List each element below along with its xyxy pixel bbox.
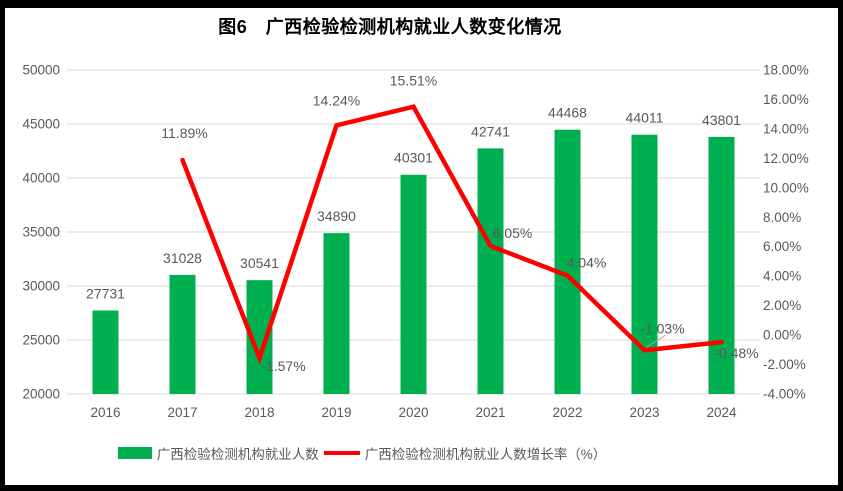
line-label-2018: -1.57% bbox=[261, 358, 305, 374]
right-axis-tick-10.00%: 10.00% bbox=[763, 180, 809, 195]
left-axis-tick-50000: 50000 bbox=[22, 63, 60, 78]
bar-label-2017: 31028 bbox=[163, 250, 202, 266]
right-axis-tick-12.00%: 12.00% bbox=[763, 151, 809, 166]
line-label-2022: 4.04% bbox=[567, 255, 607, 271]
legend-item-growth-rate: 广西检验检测机构就业人数增长率（%） bbox=[323, 443, 607, 463]
bar-2023 bbox=[631, 134, 658, 394]
x-axis-label-2021: 2021 bbox=[475, 405, 505, 420]
left-axis-tick-25000: 25000 bbox=[22, 333, 60, 348]
right-axis-tick--2.00%: -2.00% bbox=[763, 357, 806, 372]
bar-label-2023: 44011 bbox=[626, 110, 664, 126]
bar-label-2016: 27731 bbox=[86, 286, 125, 302]
right-axis-tick-18.00%: 18.00% bbox=[763, 63, 809, 78]
bar-label-2024: 43801 bbox=[702, 112, 741, 128]
legend-item-employment: 广西检验检测机构就业人数 bbox=[117, 443, 319, 463]
bar-2019 bbox=[323, 233, 350, 394]
x-axis-label-2017: 2017 bbox=[167, 405, 197, 420]
bar-label-2018: 30541 bbox=[240, 255, 279, 271]
right-axis-tick-8.00%: 8.00% bbox=[763, 210, 801, 225]
left-axis-tick-40000: 40000 bbox=[22, 171, 60, 186]
growth-rate-line bbox=[180, 104, 724, 365]
label-leader-line-2023 bbox=[646, 334, 666, 348]
right-axis-tick-2.00%: 2.00% bbox=[763, 298, 801, 313]
bar-label-2019: 34890 bbox=[317, 208, 356, 224]
bar-2017 bbox=[169, 274, 196, 394]
bar-2022 bbox=[554, 129, 581, 394]
x-axis-label-2018: 2018 bbox=[244, 405, 274, 420]
bar-2016 bbox=[92, 310, 119, 394]
line-label-2020: 15.51% bbox=[390, 73, 437, 89]
bar-2021 bbox=[477, 148, 504, 394]
x-axis-label-2020: 2020 bbox=[398, 405, 428, 420]
left-axis-tick-30000: 30000 bbox=[22, 279, 60, 294]
bar-label-2021: 42741 bbox=[471, 123, 510, 139]
left-axis-tick-20000: 20000 bbox=[22, 387, 60, 402]
chart-title: 图6 广西检验检测机构就业人数变化情况 bbox=[218, 17, 562, 37]
x-axis-label-2016: 2016 bbox=[90, 405, 120, 420]
line-label-2019: 14.24% bbox=[313, 92, 360, 108]
right-axis-tick-6.00%: 6.00% bbox=[763, 239, 801, 254]
right-axis-tick-0.00%: 0.00% bbox=[763, 328, 801, 343]
chart-legend: 广西检验检测机构就业人数 广西检验检测机构就业人数增长率（%） bbox=[0, 443, 724, 463]
line-label-2017: 11.89% bbox=[161, 125, 207, 141]
right-axis-tick-14.00%: 14.00% bbox=[763, 121, 809, 136]
legend-label-employment: 广西检验检测机构就业人数 bbox=[156, 447, 319, 462]
bar-2020 bbox=[400, 174, 427, 394]
bar-label-2022: 44468 bbox=[548, 105, 587, 121]
legend-line-swatch-icon bbox=[323, 451, 360, 455]
line-label-2021: 6.05% bbox=[493, 225, 533, 241]
x-axis-label-2023: 2023 bbox=[629, 405, 659, 420]
bar-label-2020: 40301 bbox=[394, 150, 433, 166]
left-axis-tick-45000: 45000 bbox=[22, 117, 60, 132]
line-label-2024: -0.48% bbox=[714, 345, 758, 361]
right-axis-tick--4.00%: -4.00% bbox=[763, 387, 806, 402]
x-axis-label-2024: 2024 bbox=[706, 405, 737, 420]
left-axis-tick-35000: 35000 bbox=[22, 225, 60, 240]
x-axis-label-2022: 2022 bbox=[552, 405, 582, 420]
legend-label-growth-rate: 广西检验检测机构就业人数增长率（%） bbox=[364, 447, 607, 462]
right-axis-tick-4.00%: 4.00% bbox=[763, 269, 801, 284]
right-axis-tick-16.00%: 16.00% bbox=[763, 92, 809, 107]
line-label-2023: -1.03% bbox=[640, 320, 684, 336]
x-axis-label-2019: 2019 bbox=[321, 405, 351, 420]
bar-2024 bbox=[708, 136, 735, 394]
legend-bar-swatch-icon bbox=[117, 447, 152, 459]
